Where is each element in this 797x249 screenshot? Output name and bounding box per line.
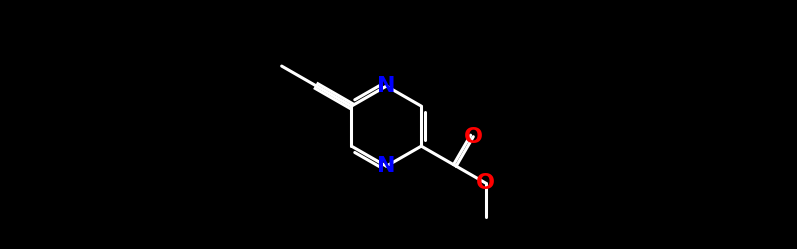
Text: N: N bbox=[377, 156, 395, 176]
Text: N: N bbox=[377, 76, 395, 96]
Text: O: O bbox=[464, 127, 483, 147]
Text: O: O bbox=[477, 173, 496, 193]
